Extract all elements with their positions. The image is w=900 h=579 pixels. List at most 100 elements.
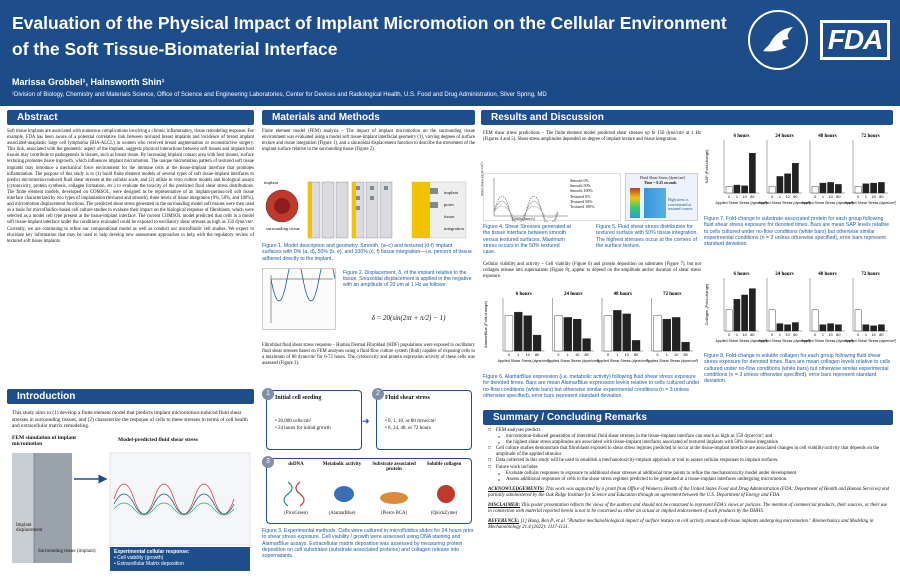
chart-tick-label: 10: [829, 195, 833, 199]
chart-bar: [741, 185, 748, 194]
chart-bar: [749, 288, 756, 332]
fem-results-text: FEM shear stress predictions – The finit…: [483, 131, 701, 143]
chart-tick-label: 10: [526, 353, 530, 357]
step-1-badge: 1: [262, 388, 274, 400]
chart-bar: [835, 184, 842, 194]
chart-bar: [554, 315, 563, 352]
chart-tick-label: 1: [822, 195, 824, 199]
chart-bar: [681, 341, 690, 352]
figure-8-caption: Figure 8. Fold-change in soluble collage…: [704, 353, 891, 385]
chart-bar: [631, 340, 641, 352]
chart-xlabel: Applied Shear Stress (dyne/cm²): [759, 339, 811, 343]
chart-tick-label: 10: [575, 353, 579, 357]
chart-tick-label: 80: [683, 353, 687, 357]
fig1-label: surrounding tissue: [266, 226, 300, 231]
chart-bar: [662, 319, 671, 352]
chart-tick-label: 80: [584, 353, 588, 357]
disclaimer: DISCLAIMER: This poster presentation ref…: [488, 503, 888, 515]
fig1-label: implant: [444, 190, 459, 195]
chart-group-label: 24 hours: [775, 272, 794, 277]
chart-xlabel: Applied Shear Stress (dyne/cm²): [759, 201, 811, 205]
chart-tick-label: 1: [822, 333, 824, 337]
assay-method: (Pierce BCA): [380, 511, 408, 516]
figure-1: implant surrounding tissue implant pores…: [262, 178, 472, 242]
chart-group-label: 48 hours: [614, 292, 633, 297]
chart-ylabel: AlamarBlue (Fold-change): [483, 300, 488, 347]
implant-label: Implant displacement: [16, 523, 43, 533]
figure-6-caption: Figure 6. AlamarBlue expression (i.e. me…: [483, 374, 700, 399]
chart-tick-label: 0: [814, 333, 816, 337]
chart-bar: [819, 182, 827, 194]
arrow-right-icon: ➜: [362, 416, 370, 426]
chart-bar: [835, 324, 842, 332]
chart-bar: [792, 162, 799, 194]
chart-ylabel: SAP (Fold-change): [704, 149, 709, 184]
summary-item: Future work includes: [488, 465, 892, 471]
introduction-heading: Introduction: [7, 389, 254, 404]
fig1-label: pores: [444, 202, 454, 207]
chart-group-label: 24 hours: [564, 292, 583, 297]
chart-bar: [768, 309, 776, 332]
chart-tick-label: 0: [771, 195, 773, 199]
chart-bar: [776, 323, 784, 332]
chart-xlabel: Applied Shear Stress (dyne/cm²): [716, 339, 768, 343]
chart-bar: [653, 315, 662, 352]
assay-label: dsDNA: [288, 462, 304, 467]
chart-group-label: 48 hours: [818, 272, 837, 277]
chart-bar: [878, 324, 885, 332]
step-1-box: Initial cell seeding • 20,000 cells/cm² •…: [266, 390, 362, 450]
chart-bar: [827, 182, 834, 194]
chart-bar: [776, 176, 784, 194]
chart-bar: [811, 309, 819, 332]
acknowledgements: ACKNOWLEDGEMENTS: This work was supporte…: [488, 486, 890, 498]
assay-method: (PicoGreen): [284, 511, 308, 516]
poster-title: Evaluation of the Physical Impact of Imp…: [12, 13, 727, 59]
chart-tick-label: 80: [750, 195, 754, 199]
chart-group-label: 72 hours: [861, 134, 880, 139]
chart-group-label: 72 hours: [861, 272, 880, 277]
introduction-text: This study aims to (1) develop a finite …: [12, 410, 248, 430]
chart-xlabel: Applied Shear Stress (dyne/cm²): [498, 359, 550, 363]
summary-item: Assess additional responses of cells to …: [488, 477, 892, 483]
chart-bar: [792, 322, 799, 332]
chart-bar: [854, 186, 862, 194]
summary-body: FEM analyses predictsmicromotion-induced…: [488, 428, 892, 531]
fig4-ylabel: Shear Stress (dyne/cm²): [480, 162, 484, 196]
chart-tick-label: 0: [508, 353, 510, 357]
chart-xlabel: Applied Shear Stress (dyne/cm²): [646, 359, 698, 363]
chart-bar: [725, 186, 733, 194]
fig1-label: tissue: [444, 214, 455, 219]
chart-tick-label: 0: [607, 353, 609, 357]
summary-item: Data collected in this study will be use…: [488, 458, 892, 464]
chart-tick-label: 10: [829, 333, 833, 337]
reference: REFERENCE: [1] Hung, Ben P., et al. "Put…: [488, 519, 874, 531]
figure-5-plot: Fluid Shear Stress (dyne/cm²) Time = 0.2…: [625, 173, 698, 221]
chart-tick-label: 1: [666, 353, 668, 357]
fig4-xlabel: Contact time (s): [512, 217, 536, 221]
poster-header: Evaluation of the Physical Impact of Imp…: [0, 0, 900, 106]
chart-bar: [749, 153, 756, 194]
fda-logo: FDA: [820, 20, 890, 60]
fig1-geometry: [265, 181, 467, 239]
chart-bar: [784, 324, 791, 332]
chart-tick-label: 0: [728, 333, 730, 337]
results-section: Results and Discussion: [481, 110, 893, 125]
chart-tick-label: 10: [786, 195, 790, 199]
chart-bar: [563, 317, 572, 352]
chart-tick-label: 1: [616, 353, 618, 357]
figure-3: Initial cell seeding • 20,000 cells/cm² •…: [262, 388, 474, 528]
stress-map: [644, 188, 666, 218]
chart-bar: [862, 324, 870, 332]
chart-bar: [523, 315, 532, 352]
chart-group-label: 6 hours: [734, 272, 750, 277]
chart-bar: [870, 325, 877, 332]
chart-bar: [733, 184, 741, 194]
chart-tick-label: 80: [879, 195, 883, 199]
chart-bar: [784, 173, 791, 194]
chart-tick-label: 10: [674, 353, 678, 357]
chart-bar: [878, 182, 885, 194]
chart-tick-label: 80: [634, 353, 638, 357]
assay-method: (QuickZyme): [430, 511, 458, 516]
chart-tick-label: 0: [857, 333, 859, 337]
